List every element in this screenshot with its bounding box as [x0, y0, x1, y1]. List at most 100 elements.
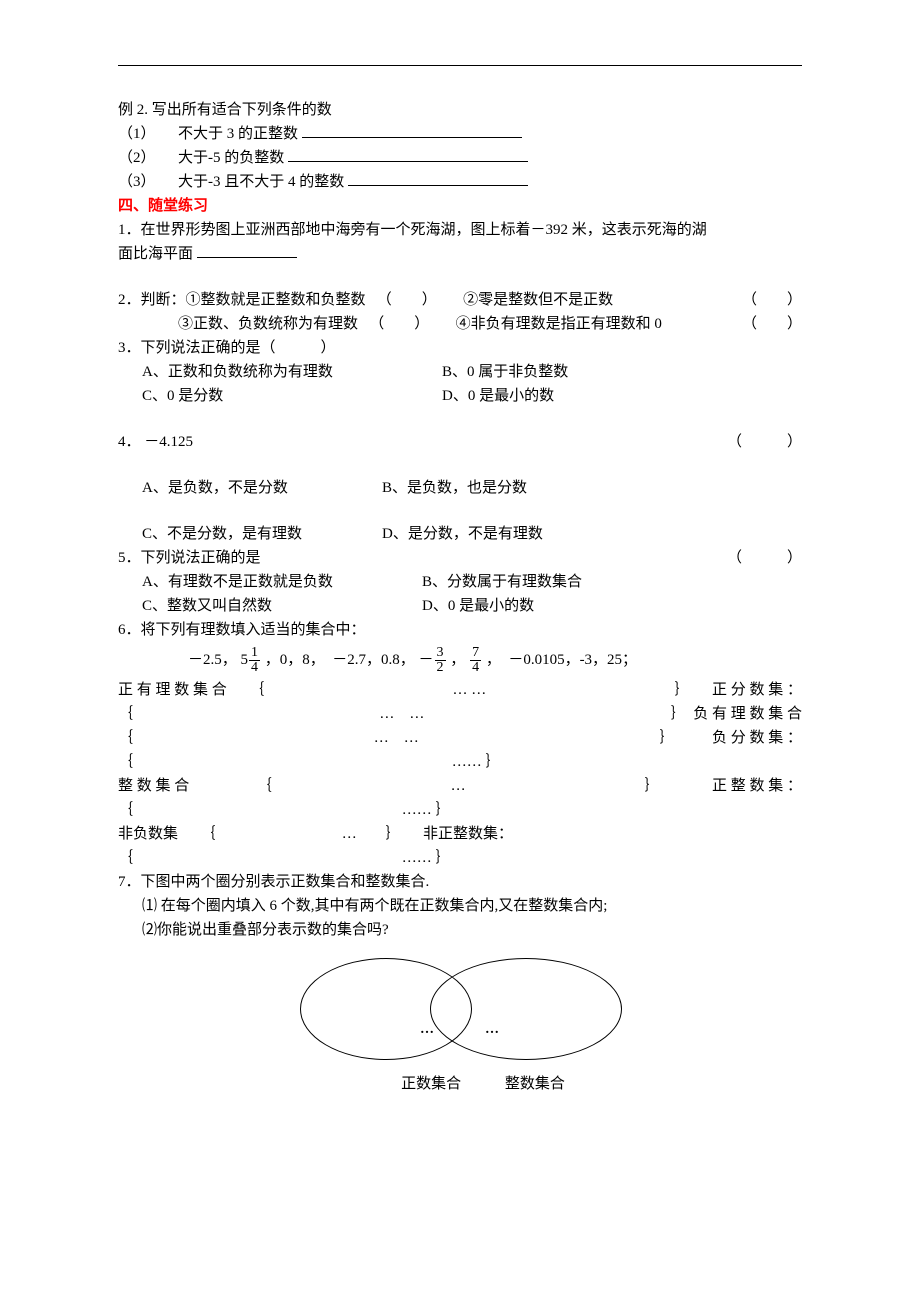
- set-right: ｝ 非正整数集：: [386, 826, 514, 842]
- q7-stem: 7．下图中两个圈分别表示正数集合和整数集合.: [118, 870, 802, 894]
- q3-options-row2: C、0 是分数 D、0 是最小的数: [118, 384, 802, 408]
- ex2-item-text: 大于-5 的负整数: [178, 150, 284, 166]
- q5-stem-row: 5．下列说法正确的是 （ ）: [118, 546, 802, 570]
- q1-prefix: 面比海平面: [118, 246, 193, 262]
- q6-set-row: ｛ … … ｝ 负 有 理 数 集 合: [118, 702, 802, 726]
- q6-set-row: ｛ …… ｝: [118, 846, 802, 870]
- ex2-item-text: 不大于 3 的正整数: [178, 126, 298, 142]
- q4-opt-d: D、是分数，不是有理数: [382, 522, 543, 546]
- q2-leader: 2．判断：: [118, 292, 186, 308]
- ex2-item-label: （2）: [118, 150, 156, 166]
- blank-line[interactable]: [302, 137, 522, 138]
- blank-line[interactable]: [288, 161, 528, 162]
- q4-stem-row: 4． －4.125 （ ）: [118, 430, 802, 454]
- set-right: ｝: [436, 850, 451, 866]
- top-rule: [118, 65, 802, 66]
- comma: ，: [450, 652, 465, 668]
- set-left: 正 有 理 数 集 合 ｛: [118, 678, 264, 702]
- set-left: ｛: [118, 750, 448, 774]
- example-2-title: 例 2. 写出所有适合下列条件的数: [118, 98, 802, 122]
- q2-item-side: ④非负有理数是指正有理数和 0: [456, 316, 662, 332]
- q4-options-row2: C、不是分数，是有理数 D、是分数，不是有理数: [118, 522, 802, 546]
- q3-opt-a: A、正数和负数统称为有理数: [142, 360, 442, 384]
- q2-row1: 2．判断：①整数就是正整数和负整数 （ ） ②零是整数但不是正数 （ ）: [118, 288, 802, 312]
- set-left: 整 数 集 合 ｛: [118, 774, 272, 798]
- set-right: ｝: [486, 754, 501, 770]
- q5-options-row2: C、整数又叫自然数 D、0 是最小的数: [118, 594, 802, 618]
- q3-opt-b: B、0 属于非负整数: [442, 360, 568, 384]
- set-right: ｝: [436, 802, 451, 818]
- q6-seg1: －2.5，: [188, 652, 237, 668]
- q4-paren: （ ）: [727, 430, 802, 454]
- q3-stem: 3．下列说法正确的是（ ）: [118, 336, 802, 360]
- q3-options-row1: A、正数和负数统称为有理数 B、0 属于非负整数: [118, 360, 802, 384]
- page: 例 2. 写出所有适合下列条件的数 （1） 不大于 3 的正整数 （2） 大于-…: [0, 0, 920, 1302]
- q1-line-b: 面比海平面: [118, 242, 802, 266]
- q5-opt-b: B、分数属于有理数集合: [422, 570, 582, 594]
- q6-set-row: 非负数集 ｛ … ｝ 非正整数集：: [118, 822, 802, 846]
- q2-side-paren: （ ）: [742, 312, 802, 336]
- set-right: ｝ 正 整 数 集 ：: [644, 774, 802, 798]
- set-mid: ……: [452, 754, 482, 770]
- q5-opt-c: C、整数又叫自然数: [142, 594, 422, 618]
- q6-set-row: 整 数 集 合 ｛ … ｝ 正 整 数 集 ：: [118, 774, 802, 798]
- q5-paren: （ ）: [727, 546, 802, 570]
- neg-fraction: －32: [419, 652, 451, 668]
- set-mid: ……: [402, 850, 432, 866]
- set-mid: …: [342, 822, 382, 846]
- ex2-item-1: （1） 不大于 3 的正整数: [118, 122, 802, 146]
- set-left: ｛: [118, 726, 133, 750]
- q5-opt-a: A、有理数不是正数就是负数: [142, 570, 422, 594]
- q4-stem: 4． －4.125: [118, 434, 193, 450]
- q5-stem: 5．下列说法正确的是: [118, 550, 261, 566]
- ex2-item-2: （2） 大于-5 的负整数: [118, 146, 802, 170]
- q2-row2: ③正数、负数统称为有理数 （ ） ④非负有理数是指正有理数和 0 （ ）: [118, 312, 802, 336]
- set-left: 非负数集 ｛: [118, 822, 338, 846]
- q4-options-row1: A、是负数，不是分数 B、是负数，也是分数: [118, 476, 802, 500]
- set-left: ｛: [118, 702, 133, 726]
- q6-set-row: ｛ … … ｝ 负 分 数 集 ：: [118, 726, 802, 750]
- q2-item-text: ③正数、负数统称为有理数: [178, 316, 358, 332]
- ex2-item-label: （1）: [118, 126, 156, 142]
- venn-diagram: … …: [270, 948, 650, 1068]
- q6-seg2: ，0，8， －2.7，0.8，: [265, 652, 415, 668]
- q6-set-row: 正 有 理 数 集 合 ｛ … … ｝ 正 分 数 集 ：: [118, 678, 802, 702]
- fraction: 74: [469, 652, 486, 668]
- q3-opt-d: D、0 是最小的数: [442, 384, 554, 408]
- set-mid: … …: [374, 726, 419, 750]
- mixed-fraction: 514: [241, 652, 265, 668]
- venn-right-ellipse: [430, 958, 622, 1060]
- q6-set-row: ｛ …… ｝: [118, 750, 802, 774]
- q6-numbers: －2.5， 514 ，0，8， －2.7，0.8， －32 ， 74 ， －0.…: [118, 642, 802, 678]
- q2-side-paren: （ ）: [742, 288, 802, 312]
- venn-dots-left: …: [420, 1018, 434, 1042]
- q7-sub1: ⑴ 在每个圈内填入 6 个数,其中有两个既在正数集合内,又在整数集合内;: [118, 894, 802, 918]
- q7-sub2: ⑵你能说出重叠部分表示数的集合吗?: [118, 918, 802, 942]
- q6-set-row: ｛ …… ｝: [118, 798, 802, 822]
- venn-labels: 正数集合 整数集合: [118, 1072, 802, 1096]
- q4-opt-b: B、是负数，也是分数: [382, 476, 527, 500]
- q2-item-side: ②零是整数但不是正数: [463, 292, 613, 308]
- q5-options-row1: A、有理数不是正数就是负数 B、分数属于有理数集合: [118, 570, 802, 594]
- q1-line-a: 1．在世界形势图上亚洲西部地中海旁有一个死海湖，图上标着－392 米，这表示死海…: [118, 218, 802, 242]
- ex2-item-label: （3）: [118, 174, 156, 190]
- blank-line[interactable]: [348, 185, 528, 186]
- set-mid: … …: [379, 702, 424, 726]
- set-mid: ……: [402, 802, 432, 818]
- q2-item-text: ①整数就是正整数和负整数: [186, 292, 366, 308]
- set-right: ｝ 负 分 数 集 ：: [659, 726, 802, 750]
- q4-opt-c: C、不是分数，是有理数: [142, 522, 382, 546]
- q5-opt-d: D、0 是最小的数: [422, 594, 534, 618]
- q3-opt-c: C、0 是分数: [142, 384, 442, 408]
- set-right: ｝ 正 分 数 集 ：: [674, 678, 802, 702]
- set-mid: … …: [453, 678, 487, 702]
- q6-seg3: ， －0.0105，-3，25；: [486, 652, 637, 668]
- venn-dots-right: …: [485, 1018, 499, 1042]
- q6-stem: 6．将下列有理数填入适当的集合中：: [118, 618, 802, 642]
- blank-line[interactable]: [197, 257, 297, 258]
- ex2-item-3: （3） 大于-3 且不大于 4 的整数: [118, 170, 802, 194]
- ex2-item-text: 大于-3 且不大于 4 的整数: [178, 174, 344, 190]
- q2-paren: （ ）: [369, 292, 459, 308]
- q4-opt-a: A、是负数，不是分数: [142, 476, 382, 500]
- set-mid: …: [451, 774, 466, 798]
